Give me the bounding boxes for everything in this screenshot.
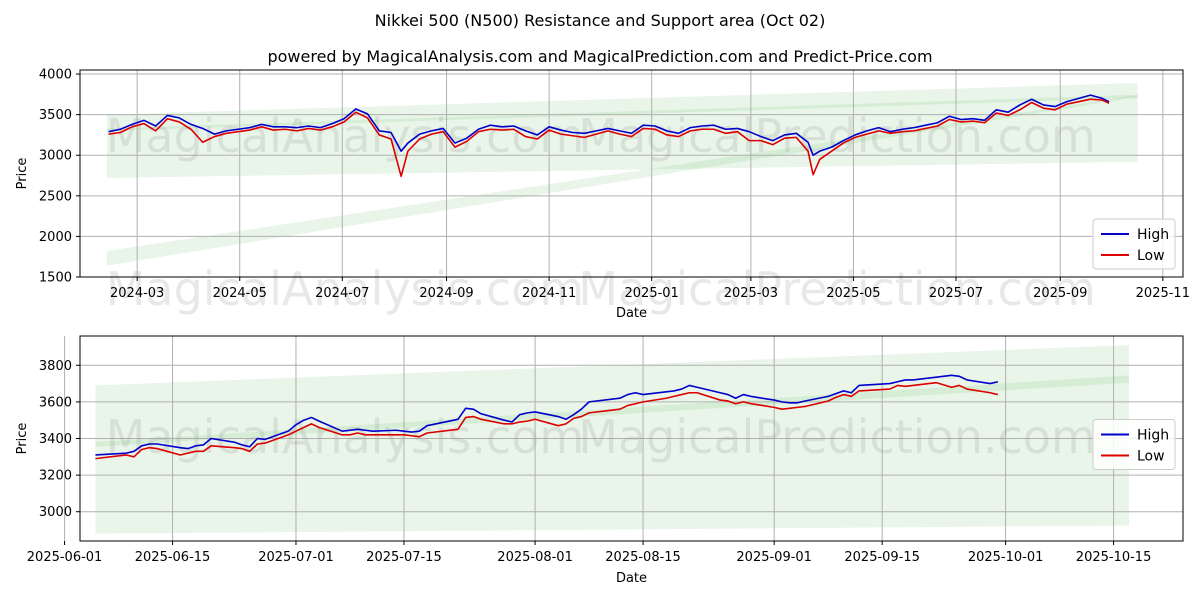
x-tick-label: 2025-06-01 [27, 550, 103, 565]
panel-zoom: MagicalAnalysis.comMagicalPrediction.com… [15, 335, 1184, 586]
legend-label-low: Low [1137, 449, 1165, 465]
resistance-support-band-wide [95, 345, 1130, 534]
x-tick-label: 2025-06-15 [135, 550, 211, 565]
resistance-support-band-upper [106, 94, 1138, 131]
y-tick-label: 3000 [39, 149, 72, 164]
resistance-support-band-wide [106, 82, 1138, 178]
panel-overview: MagicalAnalysis.comMagicalPrediction.com… [15, 68, 1190, 321]
watermark-prediction: MagicalPrediction.com [578, 262, 1096, 316]
bands [106, 82, 1138, 266]
y-tick-label: 3800 [39, 359, 72, 374]
series-high-line [95, 374, 999, 456]
series-lines [108, 94, 1110, 178]
chart-subtitle: powered by MagicalAnalysis.com and Magic… [267, 47, 932, 66]
y-tick-label: 3200 [39, 469, 72, 484]
watermark-analysis: MagicalAnalysis.com [106, 410, 585, 464]
resistance-support-band-lower [95, 375, 1130, 447]
x-tick-label: 2025-08-01 [497, 550, 573, 565]
x-tick-label: 2025-07 [929, 286, 983, 301]
y-tick-label: 2000 [39, 230, 72, 245]
y-tick-label: 3500 [39, 108, 72, 123]
y-tick-label: 2500 [39, 189, 72, 204]
x-tick-label: 2025-09 [1033, 286, 1087, 301]
x-tick-label: 2025-10-15 [1076, 550, 1152, 565]
x-tick-label: 2024-05 [213, 286, 267, 301]
watermark-analysis: MagicalAnalysis.com [106, 262, 585, 316]
series-low-line [95, 381, 999, 460]
series-lines [95, 374, 999, 460]
axis-ticks: 2024-03 2024-05 2024-07 2024-09 2024-11 2025-… [39, 68, 1190, 301]
watermark-prediction: MagicalPrediction.com [578, 109, 1096, 163]
x-axis-label: Date [616, 571, 647, 586]
resistance-support-band-lower [106, 95, 1138, 266]
x-tick-label: 2025-10-01 [968, 550, 1044, 565]
legend-label-high: High [1137, 227, 1169, 243]
y-tick-label: 4000 [39, 68, 72, 83]
x-tick-label: 2025-07-15 [366, 550, 442, 565]
plot-frame [79, 69, 1184, 278]
y-tick-label: 1500 [39, 271, 72, 286]
x-tick-label: 2024-09 [419, 286, 473, 301]
legend: High Low [1092, 419, 1176, 470]
watermark-prediction: MagicalPrediction.com [578, 410, 1096, 464]
x-tick-label: 2025-09-15 [844, 550, 920, 565]
x-tick-label: 2024-03 [110, 286, 164, 301]
x-tick-label: 2025-05 [826, 286, 880, 301]
y-axis-label: Price [15, 423, 30, 455]
bands [95, 345, 1130, 534]
x-tick-label: 2025-01 [625, 286, 679, 301]
axis-ticks: 2025-06-01 2025-06-15 2025-07-01 2025-07-15… [27, 359, 1152, 565]
x-tick-label: 2025-08-15 [605, 550, 681, 565]
series-high-line [108, 94, 1110, 157]
legend-label-low: Low [1137, 248, 1165, 264]
legend-box [1092, 218, 1176, 270]
y-tick-label: 3400 [39, 432, 72, 447]
x-tick-label: 2025-07-01 [258, 550, 334, 565]
chart-title: Nikkei 500 (N500) Resistance and Support… [375, 11, 826, 30]
legend: High Low [1092, 218, 1176, 270]
x-tick-label: 2024-07 [315, 286, 369, 301]
x-axis-label: Date [616, 306, 647, 321]
y-tick-label: 3600 [39, 395, 72, 410]
x-tick-label: 2025-11 [1136, 286, 1190, 301]
y-tick-label: 3000 [39, 505, 72, 520]
gridlines [80, 70, 1183, 278]
y-axis-label: Price [15, 158, 30, 190]
x-tick-label: 2025-09-01 [736, 550, 812, 565]
legend-box [1092, 419, 1176, 470]
series-low-line [108, 98, 1110, 178]
legend-label-high: High [1137, 428, 1169, 444]
x-tick-label: 2024-11 [522, 286, 576, 301]
x-tick-label: 2025-03 [724, 286, 778, 301]
